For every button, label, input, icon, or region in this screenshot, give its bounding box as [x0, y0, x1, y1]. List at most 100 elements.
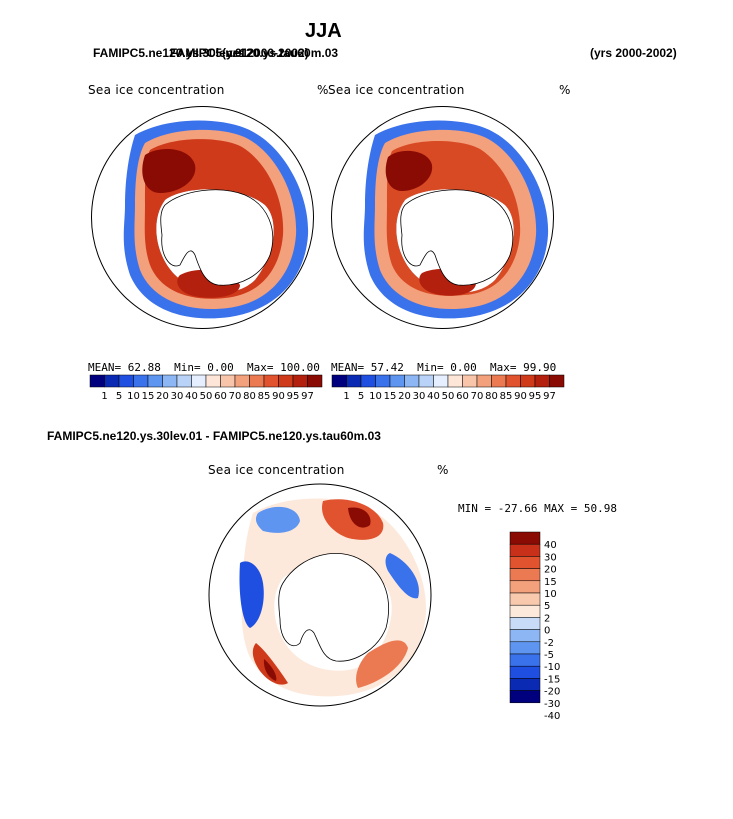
colorbar-swatch — [89, 374, 105, 388]
right-ice-field — [363, 120, 549, 319]
colorbar-tick-label: 20 — [156, 391, 169, 402]
colorbar-swatch — [389, 374, 405, 388]
colorbar-tick-label: 15 — [544, 577, 557, 588]
colorbar-tick-label: -20 — [544, 687, 560, 698]
colorbar-tick-label: 90 — [272, 391, 285, 402]
colorbar-tick-label: 80 — [243, 391, 256, 402]
colorbar-swatch — [509, 604, 541, 618]
diff-range: MIN = -27.66 MAX = 50.98 — [458, 502, 617, 515]
min-label: Min= — [174, 361, 201, 374]
years-header-mid: (yrs 2000-2002) — [222, 46, 309, 60]
colorbar-swatch — [534, 374, 550, 388]
difference-polar-map — [208, 483, 432, 707]
colorbar-tick-label: 0 — [544, 626, 550, 637]
right-panel-units: % — [559, 83, 571, 97]
diff-pos-southwest-core — [263, 659, 277, 681]
colorbar-swatch — [191, 374, 207, 388]
diff-panel-units: % — [437, 463, 449, 477]
colorbar-tick-label: 30 — [171, 391, 184, 402]
colorbar-tick-label: 1 — [343, 391, 349, 402]
colorbar-tick-label: 15 — [384, 391, 397, 402]
colorbar-tick-label: -2 — [544, 638, 554, 649]
colorbar-tick-label: 2 — [544, 613, 550, 624]
colorbar-swatch — [292, 374, 308, 388]
colorbar-tick-label: 5 — [544, 601, 550, 612]
colorbar-swatch — [509, 629, 541, 643]
colorbar-tick-label: 50 — [442, 391, 455, 402]
diff-neg-east — [385, 553, 419, 599]
colorbar-swatch — [263, 374, 279, 388]
antarctica — [278, 553, 389, 662]
colorbar-swatch — [476, 374, 492, 388]
right-stats: MEAN= 57.42 Min= 0.00 Max= 99.90 — [331, 361, 556, 374]
colorbar-tick-label: 40 — [185, 391, 198, 402]
ice-max-patch-west — [142, 149, 196, 193]
colorbar-tick-label: -10 — [544, 662, 560, 673]
colorbar-swatch — [118, 374, 134, 388]
colorbar-swatch — [307, 374, 323, 388]
colorbar-tick-label: -5 — [544, 650, 554, 661]
colorbar-tick-label: 95 — [287, 391, 300, 402]
mean-value: 57.42 — [370, 361, 404, 374]
colorbar-swatch — [433, 374, 449, 388]
colorbar-swatch — [147, 374, 163, 388]
colorbar-swatch — [462, 374, 478, 388]
diff-pos-southwest — [252, 643, 288, 685]
colorbar-tick-label: 5 — [358, 391, 364, 402]
diff-neg-northwest — [255, 506, 300, 533]
colorbar-swatch — [491, 374, 507, 388]
left-stats: MEAN= 62.88 Min= 0.00 Max= 100.00 — [88, 361, 320, 374]
max-value: 100.00 — [280, 361, 320, 374]
min-value: 0.00 — [207, 361, 234, 374]
colorbar-tick-label: 20 — [398, 391, 411, 402]
colorbar-tick-label: 40 — [544, 540, 557, 551]
colorbar-swatch — [505, 374, 521, 388]
colorbar-tick-label: 10 — [127, 391, 140, 402]
left-colorbar: 1 5 10 15 20 30 40 50 60 70 80 85 90 95 97 — [89, 374, 323, 402]
left-polar-map — [91, 106, 314, 329]
colorbar-tick-label: -40 — [544, 711, 560, 722]
colorbar-swatch — [447, 374, 463, 388]
colorbar-tick-label: 20 — [544, 565, 557, 576]
colorbar-swatch — [509, 653, 541, 667]
min-value: 0.00 — [450, 361, 477, 374]
colorbar-swatch — [509, 531, 541, 545]
colorbar-tick-label: 85 — [500, 391, 513, 402]
colorbar-swatch — [418, 374, 434, 388]
colorbar-tick-label: 70 — [471, 391, 484, 402]
min-label: Min= — [417, 361, 444, 374]
mean-value: 62.88 — [127, 361, 161, 374]
ice-max-patch-west — [385, 150, 433, 191]
colorbar-tick-label: 30 — [544, 552, 557, 563]
colorbar-swatch — [331, 374, 347, 388]
colorbar-swatch — [509, 556, 541, 569]
colorbar-swatch — [176, 374, 192, 388]
colorbar-tick-label: 15 — [142, 391, 155, 402]
colorbar-tick-label: 30 — [413, 391, 426, 402]
left-panel-units: % — [317, 83, 329, 97]
colorbar-swatch — [509, 568, 541, 582]
colorbar-tick-label: 90 — [514, 391, 527, 402]
max-label: Max= — [247, 361, 274, 374]
right-colorbar: 1 5 10 15 20 30 40 50 60 70 80 85 90 95 97 — [331, 374, 565, 402]
left-panel-label: Sea ice concentration — [88, 83, 225, 97]
antarctica — [400, 189, 514, 286]
diff-pos-southeast — [356, 640, 408, 688]
case-header-left: FAMIPC5.ne120.ys.30lev.01 — [93, 46, 249, 60]
colorbar-tick-label: 10 — [544, 589, 557, 600]
mean-label: MEAN= — [331, 361, 365, 374]
diff-panel-label: Sea ice concentration — [208, 463, 345, 477]
colorbar-swatch — [509, 678, 541, 691]
colorbar-swatch — [278, 374, 294, 388]
colorbar-swatch — [509, 665, 541, 679]
colorbar-swatch — [234, 374, 250, 388]
diff-neg-west — [239, 561, 264, 628]
colorbar-swatch — [549, 374, 565, 388]
mean-label: MEAN= — [88, 361, 122, 374]
colorbar-tick-label: -15 — [544, 674, 560, 685]
colorbar-swatch — [509, 592, 541, 606]
colorbar-swatch — [509, 690, 541, 704]
colorbar-tick-label: 85 — [258, 391, 271, 402]
max-value: 99.90 — [523, 361, 557, 374]
